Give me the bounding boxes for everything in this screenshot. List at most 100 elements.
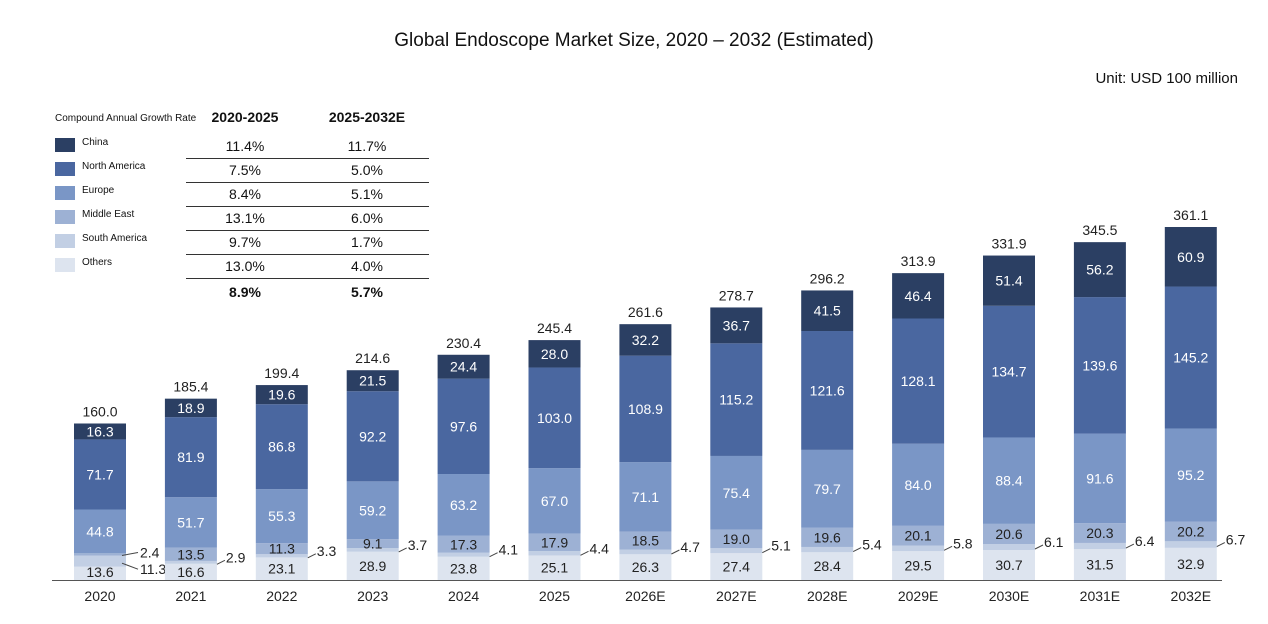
bar-total-label: 331.9 — [991, 236, 1026, 252]
bar-middle-east — [801, 527, 854, 547]
data-label-middle-east: 20.1 — [904, 528, 931, 544]
bar-middle-east — [528, 533, 581, 552]
bar-others — [892, 551, 945, 580]
table-divider — [186, 182, 429, 183]
cagr-value: 4.0% — [351, 258, 383, 274]
bar-north-america — [164, 417, 217, 498]
data-label-china: 21.5 — [359, 373, 386, 389]
bar-others — [74, 566, 126, 580]
data-label-south-america: 5.1 — [771, 538, 791, 554]
legend-label-north-america: North America — [82, 161, 146, 172]
bar-others — [1073, 549, 1126, 580]
cagr-value: 5.1% — [351, 186, 383, 202]
data-label-middle-east: 20.3 — [1086, 525, 1113, 541]
data-label-north-america: 92.2 — [359, 428, 386, 444]
bar-north-america — [619, 355, 672, 463]
bar-china — [1164, 227, 1217, 287]
bar-south-america — [437, 552, 490, 557]
x-tick-label: 2032E — [1171, 588, 1211, 604]
table-divider — [186, 278, 429, 279]
data-label-others: 28.9 — [359, 558, 386, 574]
leader-line — [762, 548, 771, 554]
bar-others — [346, 551, 399, 580]
data-label-others: 28.4 — [814, 558, 841, 574]
data-label-europe: 63.2 — [450, 497, 477, 513]
bar-total-label: 199.4 — [264, 365, 299, 381]
x-tick-label: 2023 — [357, 588, 388, 604]
data-label-europe: 55.3 — [268, 508, 295, 524]
data-label-north-america: 121.6 — [810, 382, 845, 398]
bar-china — [1073, 242, 1126, 298]
legend-label-south-america: South America — [82, 233, 148, 244]
cagr-value: 8.4% — [229, 186, 261, 202]
bar-china — [255, 385, 308, 405]
data-label-north-america: 128.1 — [901, 373, 936, 389]
chart-title: Global Endoscope Market Size, 2020 – 203… — [394, 30, 874, 51]
bar-north-america — [346, 391, 399, 482]
bar-europe — [1164, 428, 1217, 522]
data-label-north-america: 97.6 — [450, 418, 477, 434]
bar-middle-east — [164, 547, 217, 561]
bar-middle-east — [346, 539, 399, 549]
data-label-europe: 67.0 — [541, 493, 568, 509]
table-divider — [186, 254, 429, 255]
bar-middle-east — [437, 535, 490, 553]
data-label-middle-east: 19.0 — [723, 531, 750, 547]
bar-total-label: 214.6 — [355, 350, 390, 366]
data-label-north-america: 81.9 — [177, 449, 204, 465]
bar-middle-east — [892, 525, 945, 546]
x-tick-label: 2031E — [1080, 588, 1120, 604]
leader-line — [1125, 543, 1135, 549]
bar-south-america — [346, 548, 399, 552]
legend-swatch-north-america — [55, 162, 75, 176]
bar-china — [528, 340, 581, 368]
leader-line — [1034, 544, 1044, 550]
data-label-north-america: 145.2 — [1173, 350, 1208, 366]
cagr-value: 13.0% — [225, 258, 265, 274]
bar-north-america — [255, 404, 308, 490]
leader-line — [398, 547, 407, 553]
legend-label-middle-east: Middle East — [82, 209, 135, 220]
cagr-value: 11.7% — [347, 138, 387, 154]
bar-europe — [801, 449, 854, 528]
bar-north-america — [437, 378, 490, 475]
bar-china — [346, 370, 399, 392]
bar-north-america — [74, 439, 126, 510]
bar-north-america — [1073, 297, 1126, 434]
bar-china — [801, 290, 854, 332]
data-label-north-america: 108.9 — [628, 401, 663, 417]
data-label-others: 23.1 — [268, 561, 295, 577]
data-label-south-america: 5.4 — [862, 537, 882, 553]
data-label-north-america: 134.7 — [991, 364, 1026, 380]
data-label-south-america: 11.3 — [140, 561, 166, 577]
x-tick-label: 2027E — [716, 588, 756, 604]
cagr-total-value: 8.9% — [229, 284, 261, 300]
cagr-col-2020-2025: 2020-2025 — [211, 109, 279, 125]
bar-europe — [437, 474, 490, 536]
bar-south-america — [1073, 542, 1126, 550]
cagr-total-value: 5.7% — [351, 284, 383, 300]
data-label-south-america: 6.7 — [1226, 532, 1246, 548]
legend-label-europe: Europe — [82, 185, 115, 196]
data-label-others: 31.5 — [1086, 557, 1113, 573]
cagr-row-others: Others 13.0% 4.0% — [50, 255, 430, 279]
leader-line — [580, 550, 589, 556]
bar-europe — [255, 489, 308, 544]
data-label-south-america: 4.1 — [499, 542, 519, 558]
bar-south-america — [710, 548, 763, 554]
bar-south-america — [801, 546, 854, 553]
data-label-south-america: 6.4 — [1135, 533, 1155, 549]
data-label-middle-east: 13.5 — [177, 546, 204, 562]
data-label-china: 19.6 — [268, 387, 295, 403]
bar-total-label: 160.0 — [82, 403, 117, 419]
leader-line — [121, 562, 139, 570]
data-label-europe: 79.7 — [814, 481, 841, 497]
bar-china — [437, 354, 490, 379]
bar-total-label: 185.4 — [173, 379, 208, 395]
bar-europe — [164, 497, 217, 548]
bar-europe — [710, 455, 763, 530]
bar-china — [892, 273, 945, 319]
data-label-others: 23.8 — [450, 560, 477, 576]
x-tick-label: 2024 — [448, 588, 479, 604]
bar-south-america — [983, 544, 1035, 550]
